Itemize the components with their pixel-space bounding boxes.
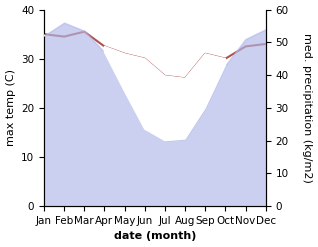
Y-axis label: max temp (C): max temp (C) bbox=[5, 69, 16, 146]
Y-axis label: med. precipitation (kg/m2): med. precipitation (kg/m2) bbox=[302, 33, 313, 183]
X-axis label: date (month): date (month) bbox=[114, 231, 196, 242]
